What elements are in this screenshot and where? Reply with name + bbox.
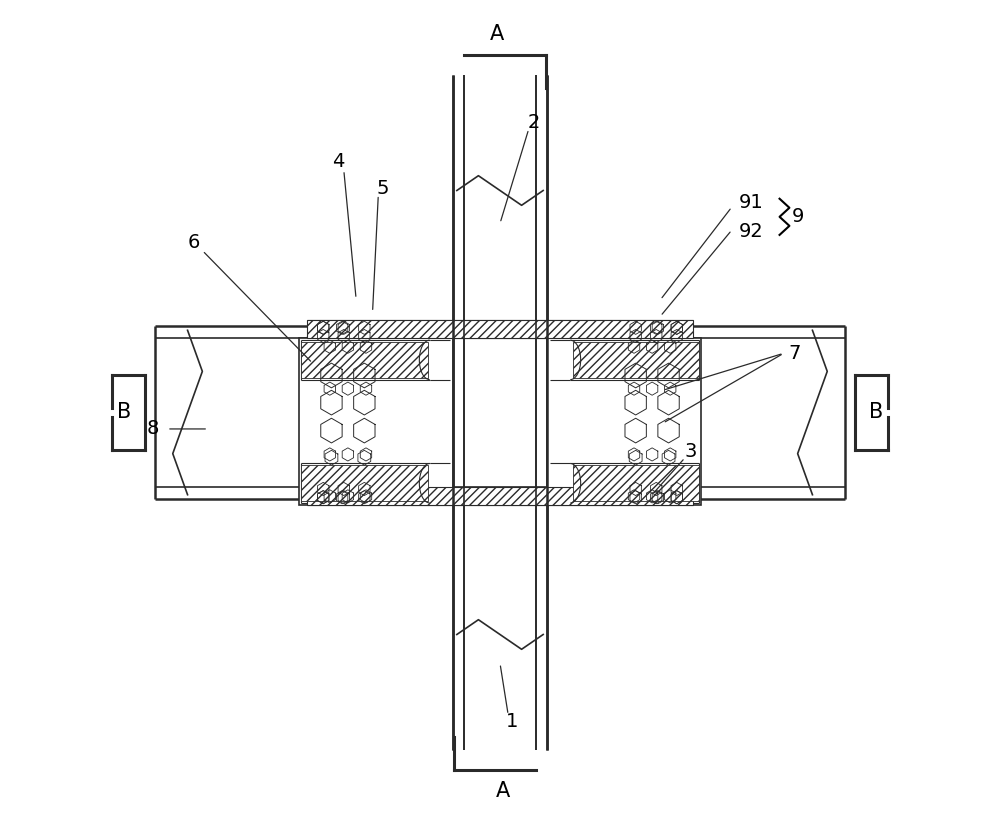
Bar [299, 337, 453, 506]
Text: 2: 2 [528, 113, 540, 132]
Polygon shape [307, 326, 453, 337]
Bar [307, 488, 693, 506]
Text: 8: 8 [147, 419, 159, 438]
Text: 3: 3 [685, 442, 697, 461]
Text: 5: 5 [377, 178, 389, 197]
Bar [453, 75, 547, 750]
Text: A: A [496, 780, 510, 801]
Bar [301, 342, 428, 378]
Bar [307, 319, 693, 337]
Text: 91: 91 [738, 192, 763, 211]
Polygon shape [307, 488, 453, 499]
Text: 9: 9 [791, 207, 804, 226]
Text: B: B [117, 403, 131, 422]
Bar [573, 465, 699, 502]
Bar [155, 326, 453, 499]
Text: 7: 7 [788, 344, 801, 363]
Polygon shape [547, 488, 693, 499]
Bar [301, 465, 428, 502]
Text: 92: 92 [738, 222, 763, 241]
Bar [573, 342, 699, 378]
Bar [547, 326, 845, 499]
Text: B: B [869, 403, 883, 422]
Text: A: A [490, 24, 504, 45]
Text: 4: 4 [332, 153, 344, 172]
Polygon shape [547, 326, 693, 337]
Text: 6: 6 [188, 233, 200, 252]
Bar [547, 337, 701, 506]
Text: 1: 1 [506, 712, 519, 731]
